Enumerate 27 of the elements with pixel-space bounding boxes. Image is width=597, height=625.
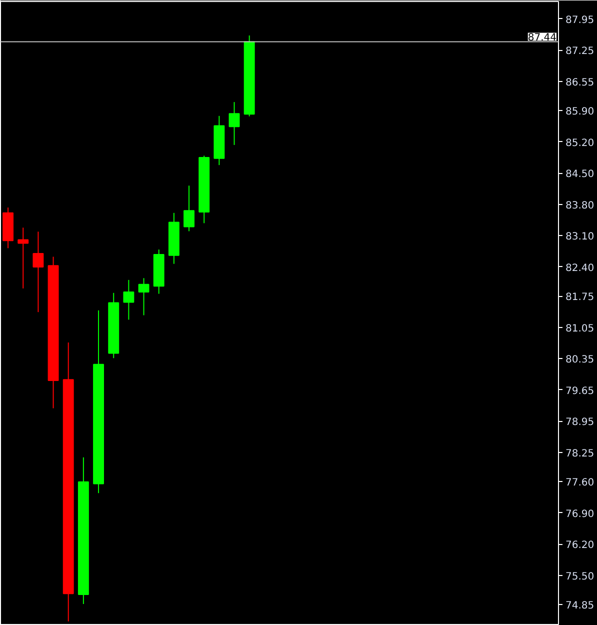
candlestick [123, 279, 134, 320]
y-tick-label: 87.25 [566, 46, 594, 58]
y-tick-label: 77.60 [566, 477, 594, 488]
y-tick-label: 74.85 [566, 600, 594, 612]
y-tick-label: 85.90 [566, 106, 594, 118]
y-tick-label: 78.95 [566, 417, 594, 428]
candlestick [138, 278, 150, 316]
candlestick [184, 185, 194, 232]
candlestick [228, 102, 240, 146]
y-tick-label: 86.55 [566, 78, 594, 88]
y-tick-label: 82.40 [566, 262, 594, 274]
y-tick-label: 85.20 [566, 138, 594, 149]
y-tick-label: 83.80 [566, 200, 594, 212]
y-tick-label: 81.75 [566, 292, 594, 304]
y-tick-label: 87.95 [566, 14, 594, 26]
y-tick-label: 76.20 [566, 540, 594, 552]
y-tick-label: 84.50 [566, 169, 594, 180]
y-tick-label: 76.90 [566, 508, 594, 520]
y-tick-label: 78.25 [566, 448, 594, 460]
y-tick-label: 75.50 [566, 571, 594, 582]
candlestick [18, 227, 29, 289]
ref-line-label: 87.44 [528, 32, 557, 44]
y-tick-label: 81.05 [566, 323, 594, 334]
candlestick [32, 231, 44, 313]
y-tick-label: 79.65 [566, 386, 594, 397]
y-tick-label: 83.10 [566, 232, 594, 243]
y-tick-label: 80.35 [566, 354, 594, 366]
